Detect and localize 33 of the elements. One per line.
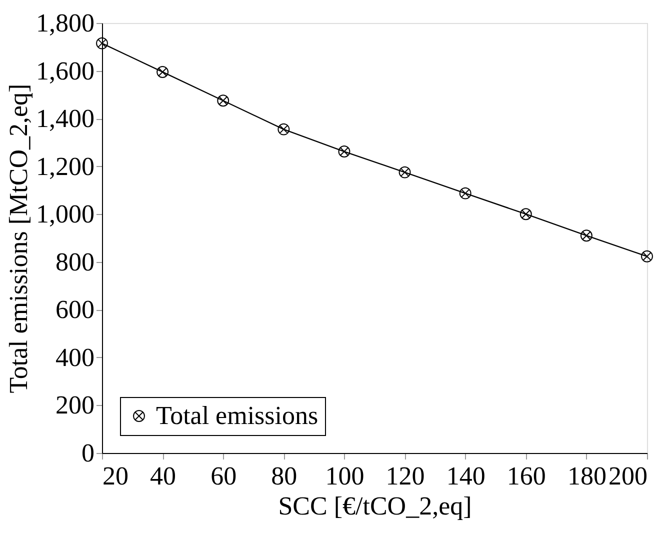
- point: [156, 66, 169, 78]
- point: [398, 166, 411, 178]
- x-axis-title: SCC [€/tCO_2,eq]: [278, 492, 472, 520]
- y-tick-label: 1,800: [36, 8, 94, 38]
- point: [278, 123, 290, 136]
- x-tick-label: 160: [506, 462, 546, 490]
- x-tick-label: 40: [150, 462, 176, 490]
- y-tick-label: 400: [56, 342, 94, 372]
- y-tick-label: 1,400: [36, 104, 94, 134]
- y-axis-title: Total emissions [MtCO_2,eq]: [4, 84, 33, 394]
- y-tick-label: 1,600: [36, 56, 94, 86]
- point: [96, 37, 108, 50]
- x-tick-label: 100: [325, 462, 364, 490]
- x-tick-label: 20: [102, 462, 128, 490]
- y-tick-label: 200: [56, 390, 94, 420]
- point: [338, 146, 350, 158]
- x-tick-label: 180: [567, 462, 606, 490]
- point: [459, 187, 472, 200]
- y-tick-label: 600: [56, 295, 94, 324]
- x-tick-label: 200: [608, 462, 648, 490]
- x-tick-label: 60: [210, 462, 237, 490]
- y-tick-label: 1,200: [36, 152, 94, 181]
- x-tick-label: 140: [446, 462, 486, 490]
- x-tick-label: 80: [271, 462, 298, 490]
- legend-label: Total emissions: [156, 401, 318, 430]
- point: [217, 94, 230, 107]
- y-tick-label: 0: [82, 438, 94, 468]
- y-tick-label: 800: [56, 247, 94, 276]
- point: [580, 230, 592, 242]
- point: [641, 250, 653, 262]
- x-tick-label: 120: [386, 462, 425, 490]
- y-tick-label: 1,000: [36, 200, 94, 229]
- point: [520, 208, 532, 220]
